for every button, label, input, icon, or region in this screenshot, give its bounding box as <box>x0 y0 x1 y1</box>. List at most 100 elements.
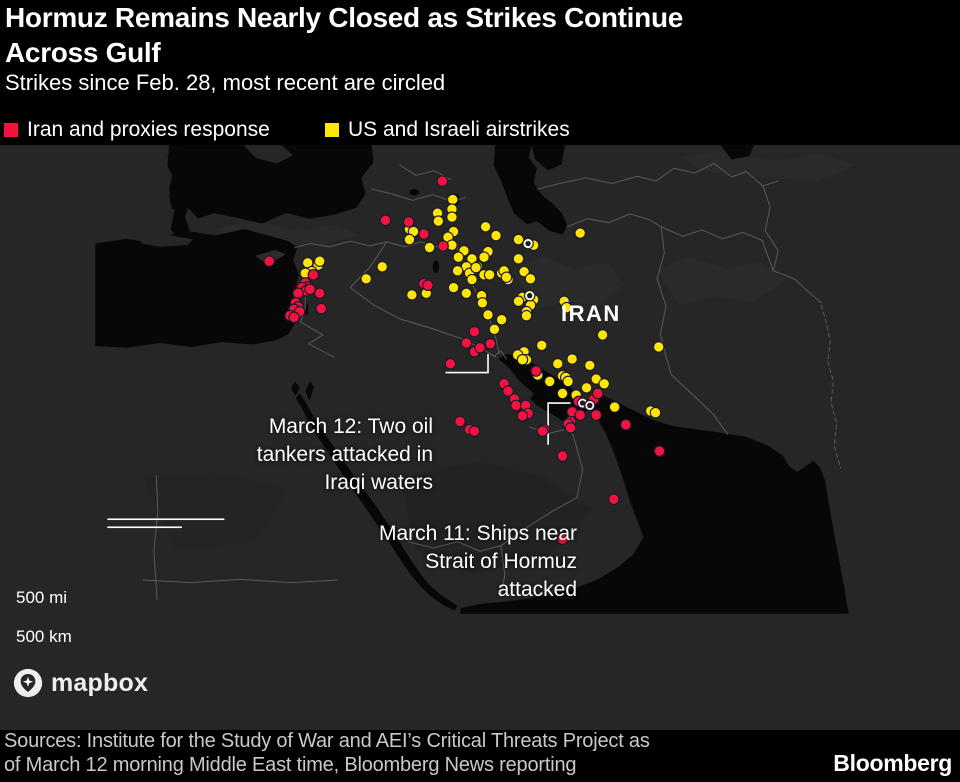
strike-dot <box>556 533 569 546</box>
strike-dot <box>452 251 465 263</box>
legend-swatch-yellow <box>325 123 339 137</box>
strike-dot <box>560 301 573 314</box>
strike-dot <box>451 265 464 277</box>
terrain-shading <box>143 150 857 574</box>
strike-dot <box>488 323 501 336</box>
strike-dot <box>516 410 529 422</box>
title-line-1: Hormuz Remains Nearly Closed as Strikes … <box>5 2 684 33</box>
legend-label: Iran and proxies response <box>27 118 270 141</box>
strike-dot <box>423 241 436 254</box>
map-scale-bars <box>107 518 225 529</box>
strike-dot <box>313 287 326 300</box>
bloomberg-logo: Bloomberg <box>833 750 952 776</box>
middle-east-map <box>95 145 865 614</box>
annotation-march-12: March 12: Two oil tankers attacked in Ir… <box>257 413 433 497</box>
strike-dot <box>608 493 620 505</box>
legend-item-iran-response: Iran and proxies response <box>4 118 270 142</box>
strike-dot <box>512 295 525 308</box>
strike-dot <box>562 375 574 388</box>
legend-item-us-israeli-airstrikes: US and Israeli airstrikes <box>325 118 570 142</box>
strike-dot <box>556 450 569 462</box>
strike-dot <box>422 279 434 292</box>
strike-dot <box>446 211 458 223</box>
country-borders <box>142 162 842 600</box>
strike-dot <box>479 220 492 233</box>
strike-dot <box>478 251 490 263</box>
lake-van <box>409 189 420 196</box>
strike-dot <box>580 382 593 394</box>
strike-dot <box>592 387 604 400</box>
strike-dot <box>313 255 326 267</box>
mediterranean-sea <box>95 229 302 348</box>
greece <box>95 147 166 215</box>
strike-dot <box>551 358 564 370</box>
strike-dot <box>512 233 525 246</box>
scale-label-miles: 500 mi <box>16 588 68 607</box>
strike-dot <box>510 399 522 412</box>
strike-dot <box>598 378 610 390</box>
crete <box>139 235 194 247</box>
cyprus <box>255 249 287 262</box>
strike-dot <box>402 216 415 228</box>
strike-dot <box>536 425 549 437</box>
strike-dot <box>652 341 665 353</box>
annotation-line: Strait of Hormuz <box>425 550 577 573</box>
strike-dot <box>304 283 316 296</box>
annotation-line: Iraqi waters <box>324 471 433 494</box>
strike-dot <box>490 229 502 242</box>
strike-dot <box>460 287 473 300</box>
strike-dot <box>556 387 569 400</box>
persian-gulf-arabian-sea <box>459 354 849 614</box>
strike-dot <box>524 273 537 285</box>
strike-dot <box>520 309 533 322</box>
legend-swatch-red <box>4 123 18 137</box>
leader-march-12 <box>445 354 489 374</box>
strike-dot <box>512 253 525 265</box>
strike-dot <box>596 329 609 341</box>
strike-dot <box>454 415 466 428</box>
strike-dot <box>564 422 577 434</box>
strike-dot <box>444 358 457 370</box>
sea-shapes <box>95 145 849 614</box>
strike-dot <box>360 273 372 285</box>
caspian-ne-lobe <box>531 145 565 171</box>
mapbox-logo-icon <box>13 668 43 698</box>
strike-dot <box>315 302 328 315</box>
annotation-line: March 11: Ships near <box>378 522 577 545</box>
strike-dot <box>543 375 556 388</box>
strike-dot <box>447 281 460 294</box>
legend-label: US and Israeli airstrikes <box>348 118 570 141</box>
strike-dot <box>436 175 449 187</box>
page-title: Hormuz Remains Nearly Closed as Strikes … <box>5 0 683 70</box>
strike-dot <box>484 337 497 350</box>
strike-dot <box>476 297 489 309</box>
scale-bar-miles <box>107 518 225 521</box>
strike-dot <box>502 385 514 397</box>
scale-bar-km <box>107 526 182 529</box>
strike-dot <box>460 337 473 349</box>
country-label-iran: IRAN <box>561 301 621 326</box>
gulf-of-suez <box>290 381 300 396</box>
strike-dot <box>590 409 602 421</box>
subtitle: Strikes since Feb. 28, most recent are c… <box>5 70 446 95</box>
strike-dot <box>446 193 459 206</box>
sources-note: Sources: Institute for the Study of War … <box>4 729 650 777</box>
annotation-march-11: March 11: Ships near Strait of Hormuz at… <box>379 520 577 604</box>
red-sea <box>295 393 458 611</box>
strike-dot <box>307 269 320 281</box>
mapbox-attribution[interactable]: mapbox <box>12 667 148 699</box>
strike-dot <box>653 445 666 457</box>
strike-dot <box>432 215 445 227</box>
annotation-line: March 12: Two oil <box>268 415 433 438</box>
gulf-of-aqaba <box>305 381 315 401</box>
strike-dot <box>376 261 389 273</box>
strike-dot <box>288 311 300 324</box>
title-line-2: Across Gulf <box>5 37 161 68</box>
strike-dot <box>620 418 632 431</box>
map-canvas <box>0 145 960 730</box>
strike-dot <box>437 240 449 252</box>
strike-dot <box>584 359 596 372</box>
annotation-line: attacked <box>497 578 577 601</box>
strike-dot <box>500 271 513 283</box>
strike-dot <box>535 339 548 352</box>
